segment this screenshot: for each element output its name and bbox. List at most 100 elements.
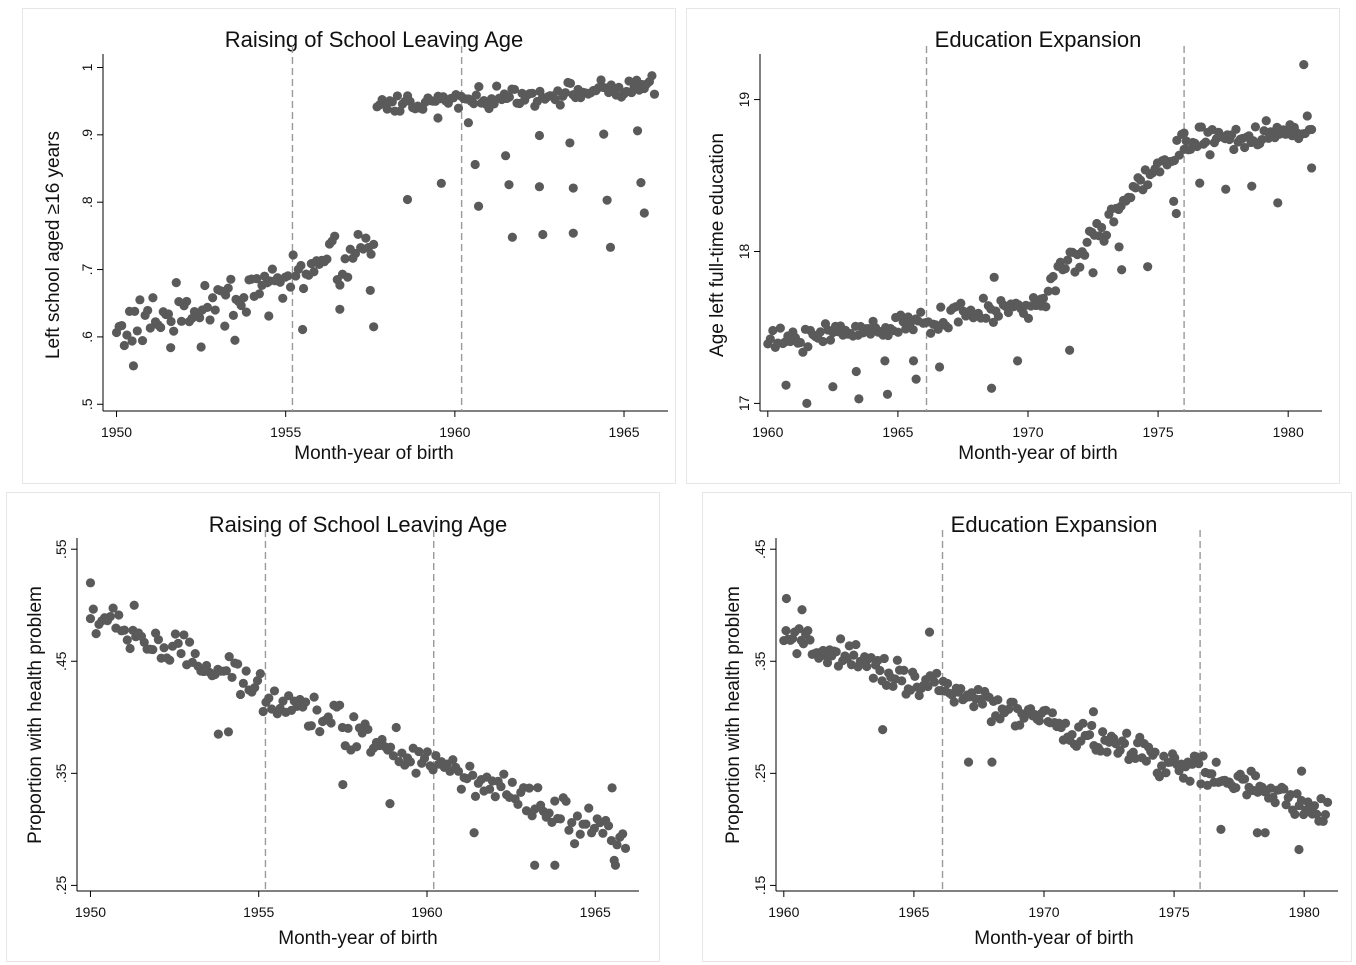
data-point: [1115, 745, 1125, 755]
data-point: [569, 839, 580, 849]
data-point: [916, 307, 926, 317]
y-axis-label: Proportion with health problem: [25, 586, 46, 844]
data-point: [176, 648, 186, 659]
data-point: [1023, 313, 1034, 324]
x-tick-label: 1960: [752, 424, 783, 440]
data-point: [1229, 144, 1239, 155]
data-point: [533, 783, 543, 793]
data-point: [893, 327, 903, 337]
y-axis-label: Left school aged ≥16 years: [43, 131, 64, 359]
chart-title: Education Expansion: [951, 512, 1158, 537]
data-point: [223, 727, 234, 737]
data-point: [1292, 789, 1302, 799]
data-point: [220, 321, 230, 331]
data-point: [465, 761, 475, 771]
data-point: [977, 699, 988, 709]
data-point: [605, 242, 616, 252]
data-point: [163, 309, 174, 319]
data-point: [1169, 196, 1179, 206]
data-point: [1130, 183, 1141, 193]
data-point: [1247, 181, 1257, 191]
data-point: [365, 285, 375, 296]
data-point: [395, 106, 405, 116]
data-point: [942, 678, 953, 689]
data-point: [135, 295, 145, 305]
data-point: [1088, 268, 1098, 278]
data-point: [901, 324, 911, 334]
data-point: [501, 151, 511, 161]
data-point: [865, 329, 876, 339]
data-point: [1221, 184, 1231, 194]
data-point: [1041, 302, 1051, 312]
data-point: [448, 755, 458, 765]
data-point: [1299, 60, 1309, 70]
x-tick-label: 1950: [75, 904, 106, 920]
data-point: [936, 302, 946, 312]
data-point: [1038, 293, 1049, 303]
data-point: [1047, 708, 1058, 718]
data-point: [143, 305, 153, 316]
data-point: [1063, 255, 1073, 265]
data-point: [854, 394, 864, 404]
data-point: [1216, 824, 1226, 834]
data-point: [340, 254, 350, 264]
x-tick-label: 1965: [882, 424, 913, 440]
data-point: [1196, 122, 1206, 132]
data-point: [190, 649, 200, 659]
data-point: [227, 672, 237, 683]
data-point: [599, 129, 609, 139]
data-point: [492, 81, 502, 91]
data-point: [301, 697, 311, 707]
data-point: [1205, 150, 1215, 160]
data-point: [200, 280, 210, 291]
data-point: [165, 655, 175, 665]
data-point: [330, 231, 340, 241]
data-point: [1102, 747, 1112, 757]
data-point: [781, 593, 792, 604]
data-point: [1185, 776, 1195, 786]
data-point: [1126, 193, 1136, 203]
data-point: [1195, 178, 1205, 188]
data-point: [794, 624, 804, 634]
data-point: [296, 260, 306, 271]
data-point: [618, 829, 628, 839]
data-point: [1306, 124, 1317, 135]
data-point: [179, 630, 189, 640]
data-point: [1179, 128, 1189, 138]
data-point: [148, 644, 158, 655]
data-point: [892, 655, 902, 665]
x-tick-label: 1960: [411, 904, 442, 920]
chart-panel-top-right: Education Expansion Month-year of birth …: [686, 8, 1340, 484]
data-point: [1075, 262, 1085, 272]
data-point: [363, 724, 373, 734]
data-point: [171, 278, 181, 288]
data-point: [530, 860, 540, 870]
data-point: [353, 229, 363, 240]
data-point: [469, 828, 479, 838]
data-point: [513, 799, 523, 809]
data-point: [897, 676, 907, 686]
data-point: [148, 293, 158, 303]
data-point: [326, 718, 336, 728]
data-point: [382, 104, 392, 114]
data-point: [153, 635, 164, 645]
data-point: [1273, 198, 1283, 208]
data-point: [564, 825, 574, 835]
data-point: [264, 693, 274, 703]
data-point: [1084, 730, 1095, 740]
data-point: [1087, 720, 1097, 731]
data-point: [1117, 265, 1127, 275]
data-point: [468, 770, 478, 780]
data-point: [114, 610, 124, 620]
data-point: [851, 366, 861, 377]
data-point: [1141, 756, 1151, 766]
data-point: [888, 681, 898, 692]
data-point: [312, 705, 322, 715]
data-point: [470, 791, 481, 801]
data-point: [119, 340, 129, 351]
data-point: [835, 634, 846, 644]
scatter-chart-bottom-right: Education Expansion Month-year of birth …: [723, 512, 1338, 949]
y-tick-label: .35: [53, 763, 69, 783]
data-point: [108, 603, 118, 613]
data-point: [805, 635, 815, 645]
